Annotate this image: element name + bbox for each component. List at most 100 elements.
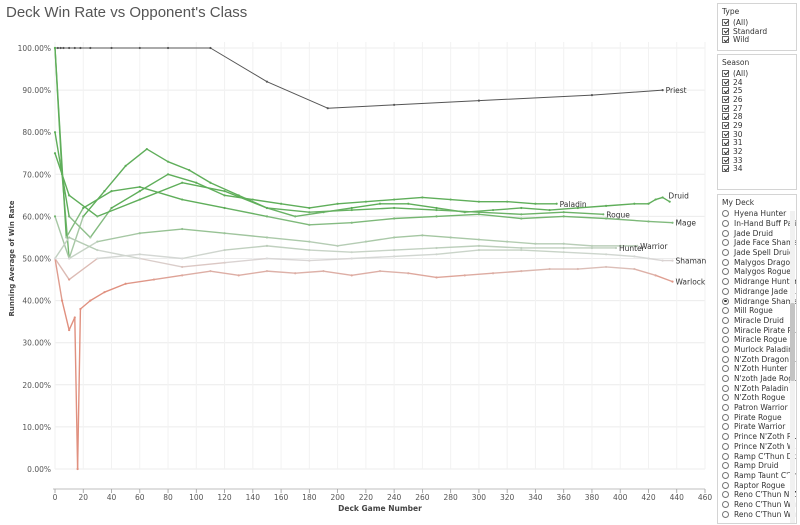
radio-icon[interactable] (722, 452, 729, 460)
deck-option[interactable]: Midrange Hunter (718, 277, 796, 287)
checkbox-checked-icon[interactable] (722, 95, 729, 103)
checkbox-checked-icon[interactable] (722, 78, 729, 86)
deck-option[interactable]: N'zoth Jade Rogue (718, 374, 796, 384)
season-option[interactable]: 32 (718, 147, 796, 156)
scrollbar-thumb[interactable] (790, 303, 795, 381)
radio-icon[interactable] (722, 404, 729, 412)
radio-icon[interactable] (722, 481, 729, 489)
deck-option[interactable]: Miracle Pirate R... (718, 325, 796, 335)
radio-icon[interactable] (722, 355, 729, 363)
radio-icon[interactable] (722, 471, 729, 479)
deck-option[interactable]: Midrange Jade S... (718, 287, 796, 297)
deck-option[interactable]: Reno C'Thun War... (718, 500, 796, 510)
checkbox-checked-icon[interactable] (722, 130, 729, 138)
checkbox-checked-icon[interactable] (722, 121, 729, 129)
data-point (124, 164, 127, 167)
radio-icon[interactable] (722, 394, 729, 402)
deck-option[interactable]: N'Zoth Rogue (718, 393, 796, 403)
deck-option[interactable]: Prince N'Zoth W... (718, 442, 796, 452)
deck-option[interactable]: N'Zoth Paladin (718, 383, 796, 393)
radio-icon[interactable] (722, 375, 729, 383)
series-segment (223, 190, 268, 209)
data-point (336, 202, 339, 205)
season-option[interactable]: 25 (718, 86, 796, 95)
deck-option[interactable]: Jade Druid (718, 228, 796, 238)
season-option[interactable]: 33 (718, 156, 796, 165)
checkbox-checked-icon[interactable] (722, 36, 729, 44)
radio-icon[interactable] (722, 442, 729, 450)
radio-icon[interactable] (722, 220, 729, 228)
checkbox-checked-icon[interactable] (722, 87, 729, 95)
deck-option[interactable]: Jade Spell Druid (718, 248, 796, 258)
radio-icon[interactable] (722, 268, 729, 276)
deck-option[interactable]: Hyena Hunter (718, 209, 796, 219)
deck-option[interactable]: Raptor Rogue (718, 480, 796, 490)
radio-icon[interactable] (722, 307, 729, 315)
deck-option[interactable]: Reno C'Thun War... (718, 509, 796, 519)
radio-icon[interactable] (722, 500, 729, 508)
deck-option[interactable]: Patron Warrior (718, 403, 796, 413)
deck-option[interactable]: Reno C'Thun N'Z... (718, 490, 796, 500)
radio-icon[interactable] (722, 433, 729, 441)
deck-option[interactable]: Midrange Shaman (718, 296, 796, 306)
radio-icon[interactable] (722, 278, 729, 286)
deck-list-scrollbar[interactable] (790, 211, 795, 523)
deck-option[interactable]: Ramp Druid (718, 461, 796, 471)
deck-option[interactable]: N'Zoth Hunter (718, 364, 796, 374)
checkbox-checked-icon[interactable] (722, 18, 729, 26)
type-option[interactable]: (All) (718, 18, 796, 27)
deck-list[interactable]: Hyena Hunter In-Hand Buff Pali Jade Druid J… (718, 209, 796, 525)
deck-option[interactable]: Jade Face Shaman (718, 238, 796, 248)
deck-option[interactable]: Miracle Druid (718, 316, 796, 326)
deck-option[interactable]: Murlock Paladin (718, 345, 796, 355)
season-option[interactable]: 28 (718, 112, 796, 121)
checkbox-checked-icon[interactable] (722, 156, 729, 164)
deck-option[interactable]: Malygos Rogue (718, 267, 796, 277)
deck-option[interactable]: In-Hand Buff Pali (718, 219, 796, 229)
radio-icon[interactable] (722, 510, 729, 518)
checkbox-checked-icon[interactable] (722, 69, 729, 77)
radio-icon[interactable] (722, 491, 729, 499)
radio-selected-icon[interactable] (722, 297, 729, 305)
season-option[interactable]: (All) (718, 69, 796, 78)
season-option[interactable]: 24 (718, 78, 796, 87)
radio-icon[interactable] (722, 345, 729, 353)
radio-icon[interactable] (722, 384, 729, 392)
radio-icon[interactable] (722, 365, 729, 373)
type-option[interactable]: Wild (718, 35, 796, 44)
season-option[interactable]: 26 (718, 95, 796, 104)
radio-icon[interactable] (722, 287, 729, 295)
checkbox-checked-icon[interactable] (722, 148, 729, 156)
radio-icon[interactable] (722, 210, 729, 218)
radio-icon[interactable] (722, 249, 729, 257)
radio-icon[interactable] (722, 326, 729, 334)
deck-option[interactable]: Miracle Rogue (718, 335, 796, 345)
deck-option[interactable]: Mill Rogue (718, 306, 796, 316)
deck-option[interactable]: Pirate Rogue (718, 412, 796, 422)
radio-icon[interactable] (722, 258, 729, 266)
season-option[interactable]: 27 (718, 104, 796, 113)
radio-icon[interactable] (722, 423, 729, 431)
deck-option[interactable]: Ramp C'Thun Dr... (718, 451, 796, 461)
type-option[interactable]: Standard (718, 27, 796, 36)
checkbox-checked-icon[interactable] (722, 165, 729, 173)
season-option[interactable]: 31 (718, 138, 796, 147)
deck-option[interactable]: Ramp Taunt C'Th... (718, 471, 796, 481)
radio-icon[interactable] (722, 239, 729, 247)
radio-icon[interactable] (722, 462, 729, 470)
checkbox-checked-icon[interactable] (722, 104, 729, 112)
radio-icon[interactable] (722, 229, 729, 237)
radio-icon[interactable] (722, 413, 729, 421)
deck-option[interactable]: N'Zoth Dragon ... (718, 354, 796, 364)
checkbox-checked-icon[interactable] (722, 113, 729, 121)
season-option[interactable]: 34 (718, 164, 796, 173)
season-option[interactable]: 29 (718, 121, 796, 130)
radio-icon[interactable] (722, 336, 729, 344)
deck-option[interactable]: Prince N'Zoth R... (718, 432, 796, 442)
deck-option[interactable]: Pirate Warrior (718, 422, 796, 432)
radio-icon[interactable] (722, 316, 729, 324)
checkbox-checked-icon[interactable] (722, 139, 729, 147)
deck-option[interactable]: Malygos Dragon ... (718, 257, 796, 267)
season-option[interactable]: 30 (718, 130, 796, 139)
checkbox-checked-icon[interactable] (722, 27, 729, 35)
